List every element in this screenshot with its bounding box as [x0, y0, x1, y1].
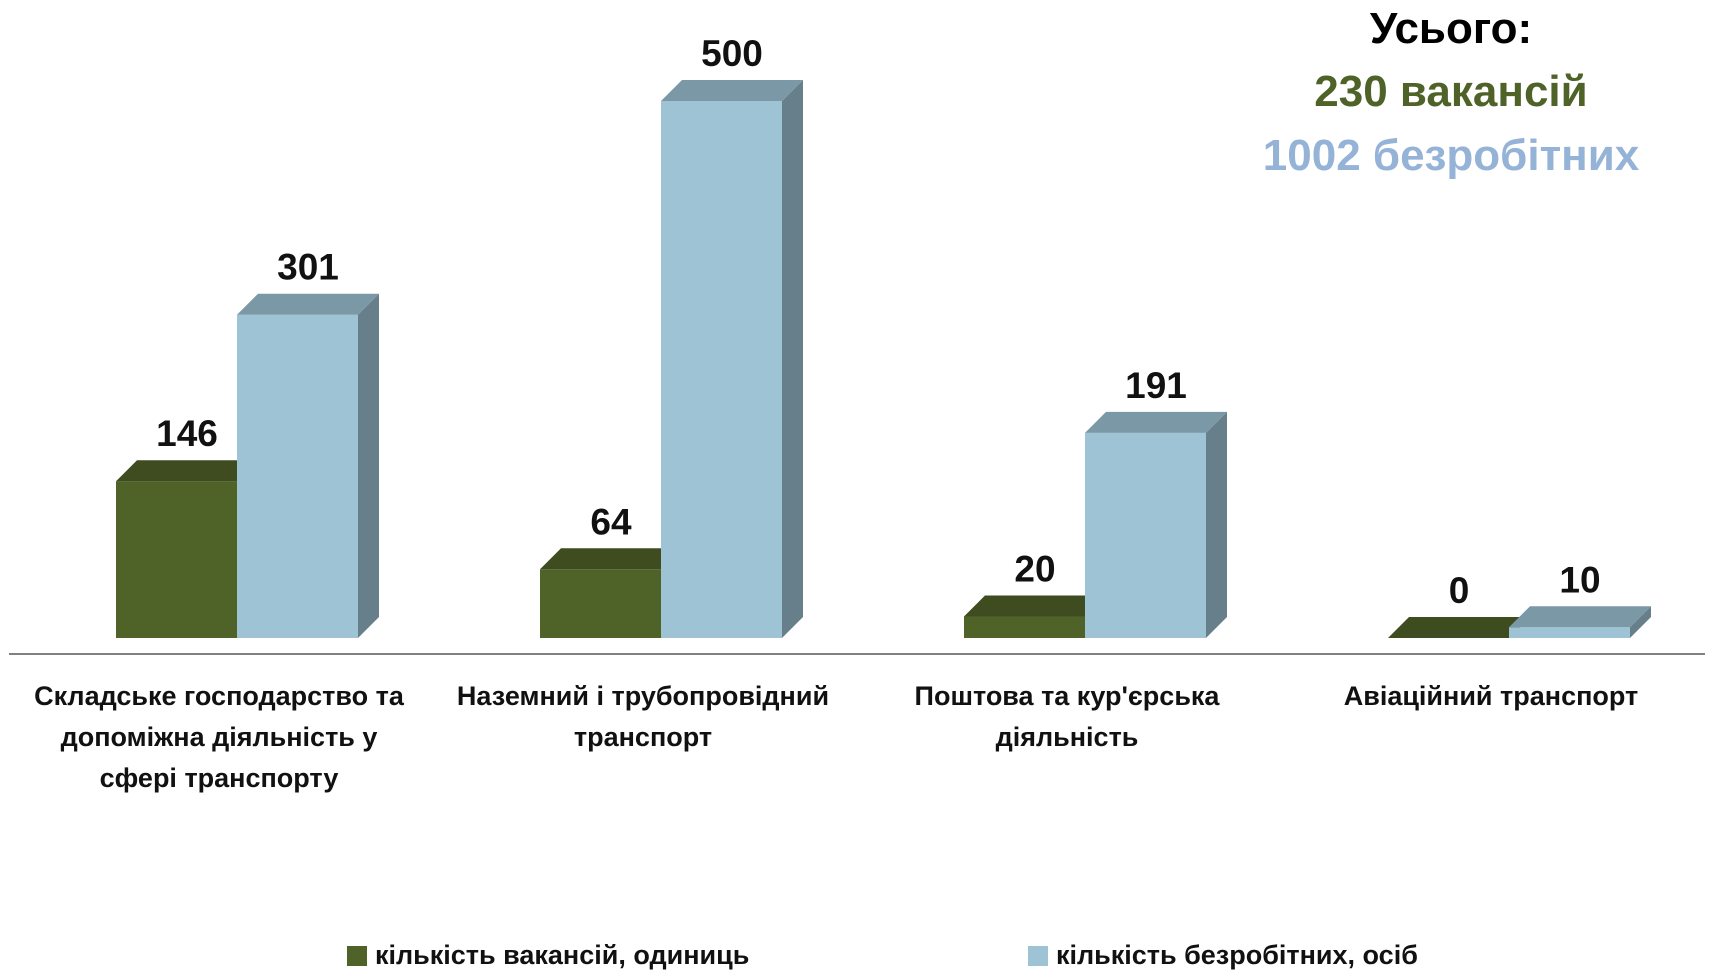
legend-swatch [1028, 945, 1048, 966]
bar-top [1388, 617, 1530, 638]
bar [540, 548, 682, 638]
x-tick-label: Наземний і трубопровідний транспорт [456, 681, 830, 752]
bar-top [540, 548, 682, 570]
bar-front [1509, 627, 1630, 638]
bar-top [1085, 411, 1227, 433]
bar [964, 595, 1106, 638]
bar [661, 80, 803, 638]
bar-side [358, 293, 379, 638]
bar-front [661, 101, 782, 638]
bar-top [237, 293, 379, 315]
annotation: 230 вакансій [1314, 67, 1587, 116]
bar [1509, 606, 1651, 638]
data-label: 146 [156, 413, 218, 454]
bar-top [661, 80, 803, 101]
bar [237, 293, 379, 638]
bar-front [1085, 432, 1206, 638]
bar-side [1630, 606, 1651, 638]
annotation: Усього: [1370, 4, 1532, 53]
x-tick-label: Складське господарство та допоміжна діял… [34, 681, 404, 793]
data-label: 301 [277, 247, 339, 288]
x-tick-label: Авіаційний транспорт [1343, 681, 1639, 711]
bar [1085, 411, 1227, 638]
data-label: 20 [1014, 549, 1055, 590]
data-label: 0 [1449, 570, 1470, 611]
legend-label: кількість безробітних, осіб [1056, 940, 1418, 970]
bar-top [116, 460, 258, 482]
annotation: 1002 безробітних [1263, 131, 1640, 180]
bar-front [116, 481, 237, 638]
legend-item: кількість безробітних, осіб [1028, 940, 1418, 971]
bar [116, 460, 258, 638]
data-label: 500 [701, 33, 763, 74]
bar-front [964, 616, 1085, 638]
bar-front [237, 314, 358, 638]
x-tick-label: Поштова та кур'єрська діяльність [914, 681, 1220, 752]
bar-side [782, 80, 803, 638]
bar-front [540, 569, 661, 638]
bar [1388, 617, 1530, 638]
data-label: 10 [1559, 559, 1600, 600]
legend-label: кількість вакансій, одиниць [375, 940, 750, 970]
bar-top [964, 595, 1106, 617]
legend-swatch [347, 945, 367, 966]
bar-top [1509, 606, 1651, 628]
data-label: 64 [590, 501, 632, 542]
bar-side [1206, 411, 1227, 638]
legend-item: кількість вакансій, одиниць [347, 940, 749, 971]
data-label: 191 [1125, 365, 1187, 406]
